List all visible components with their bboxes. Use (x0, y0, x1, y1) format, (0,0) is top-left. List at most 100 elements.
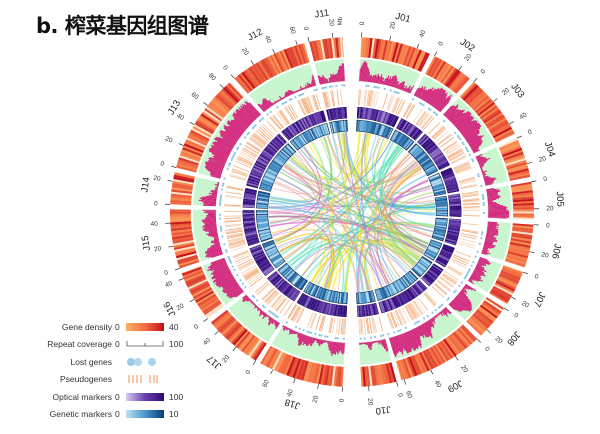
lost-gene-dot (269, 311, 273, 314)
pseudogene-tick (455, 166, 472, 174)
pseudogene-tick (461, 229, 479, 233)
lost-gene-dot (423, 317, 426, 320)
pseudogene-tick (272, 115, 284, 129)
lost-gene-dot (233, 153, 236, 156)
pseudogene-tick (341, 318, 344, 335)
legend-label: Genetic markers (49, 409, 112, 420)
lost-gene-dot (222, 182, 225, 185)
tick-mark (396, 381, 399, 387)
tick-label: 0 (302, 26, 310, 32)
genetic-markers-J03 (407, 143, 439, 177)
pseudogene-tick (224, 217, 241, 220)
pseudogene-tick (387, 313, 394, 329)
lost-gene-dot (459, 138, 462, 141)
lost-gene-dot (482, 197, 485, 201)
pseudogene-tick (415, 299, 426, 314)
lost-gene-dot (363, 337, 366, 340)
pseudogene-tick (227, 236, 244, 242)
lost-gene-dot (382, 334, 385, 337)
synteny-link (308, 143, 332, 283)
repeat-coverage-J10 (359, 339, 391, 365)
tick-label: 0 (338, 398, 345, 402)
tick-label: 40 (433, 379, 443, 389)
tick-mark (493, 98, 498, 102)
lost-gene-dot (464, 275, 467, 278)
chromosome-label-J04: J04 (542, 140, 557, 158)
repeat-coverage-J09 (389, 307, 462, 360)
pseudogene-tick (244, 144, 260, 154)
pseudogene-tick (228, 238, 245, 244)
tick-mark (203, 102, 208, 106)
lost-gene-dot (481, 231, 484, 234)
tick-mark (509, 121, 515, 125)
pseudogene-tick (224, 220, 242, 223)
genetic-markers-J02 (389, 129, 415, 151)
genetic-markers-J08 (411, 255, 433, 278)
tick-label: 20 (366, 398, 374, 406)
lost-gene-dot (218, 213, 222, 216)
lost-gene-dot (380, 334, 383, 337)
pseudogene-tick (251, 134, 266, 146)
pseudogene-tick (254, 281, 268, 293)
lost-gene-dot (237, 146, 240, 149)
repeat-coverage-track (192, 59, 512, 365)
pseudogene-tick (398, 100, 406, 115)
lost-gene-dot (464, 146, 467, 149)
lost-gene-dot (477, 173, 480, 176)
pseudogene-tick (321, 315, 326, 332)
tick-mark (250, 60, 255, 65)
pseudogene-tick (437, 133, 451, 145)
tick-label: 20 (463, 52, 473, 62)
pseudogene-tick (251, 135, 265, 147)
lost-gene-dot (359, 337, 362, 340)
pseudogene-tick (461, 230, 479, 234)
lost-genes-track (218, 84, 486, 340)
lost-gene-dot (468, 153, 471, 156)
pseudogene-tick (405, 305, 415, 320)
pseudogene-tick (269, 117, 281, 131)
pseudogene-tick (449, 152, 465, 162)
pseudogene-tick (368, 90, 372, 107)
synteny-link (311, 239, 420, 283)
synteny-link (269, 159, 416, 223)
optical-markers-J17 (266, 270, 301, 302)
chromosome-label-J05: J05 (554, 191, 566, 207)
genetic-markers-J15 (256, 210, 273, 243)
pseudogene-tick (233, 251, 249, 259)
pseudogene-tick (460, 183, 477, 189)
lost-gene-dot (472, 261, 475, 264)
synteny-link (385, 167, 422, 257)
lost-gene-dot (310, 331, 313, 334)
tick-mark (403, 379, 407, 385)
pseudogene-tick (369, 90, 374, 107)
lost-gene-dot (228, 257, 231, 261)
tick-label: 0 (527, 128, 534, 136)
pseudogene-tick (461, 191, 479, 195)
tick-label: 80 (207, 72, 217, 82)
pseudogene-tick (279, 110, 290, 125)
pseudogene-tick (439, 277, 454, 289)
pseudogene-tick (300, 99, 309, 115)
tick-label: 60 (404, 390, 413, 399)
optical-markers-J08 (420, 263, 444, 287)
lost-gene-dot (268, 310, 271, 313)
tick-mark (477, 338, 482, 343)
pseudogene-tick (338, 318, 341, 335)
lost-gene-dot (477, 175, 480, 178)
pseudogene-tick (227, 237, 245, 243)
pseudogene-tick (358, 318, 360, 335)
genetic-markers-gradient (126, 410, 164, 419)
tick-mark (189, 121, 195, 126)
tick-label: 40 (150, 221, 158, 228)
lost-gene-dot (256, 299, 259, 302)
lost-gene-dot (276, 106, 279, 109)
pseudogene-tick (301, 98, 310, 114)
pseudogene-tick (236, 257, 252, 265)
repeat-coverage-J04 (475, 147, 508, 186)
pseudogene-tick (398, 308, 407, 324)
lost-gene-dot (326, 335, 329, 338)
lost-gene-dot (341, 84, 344, 87)
pseudogene-tick (242, 148, 257, 158)
unit-label: Mb (338, 16, 344, 25)
lost-gene-dot (429, 108, 432, 111)
